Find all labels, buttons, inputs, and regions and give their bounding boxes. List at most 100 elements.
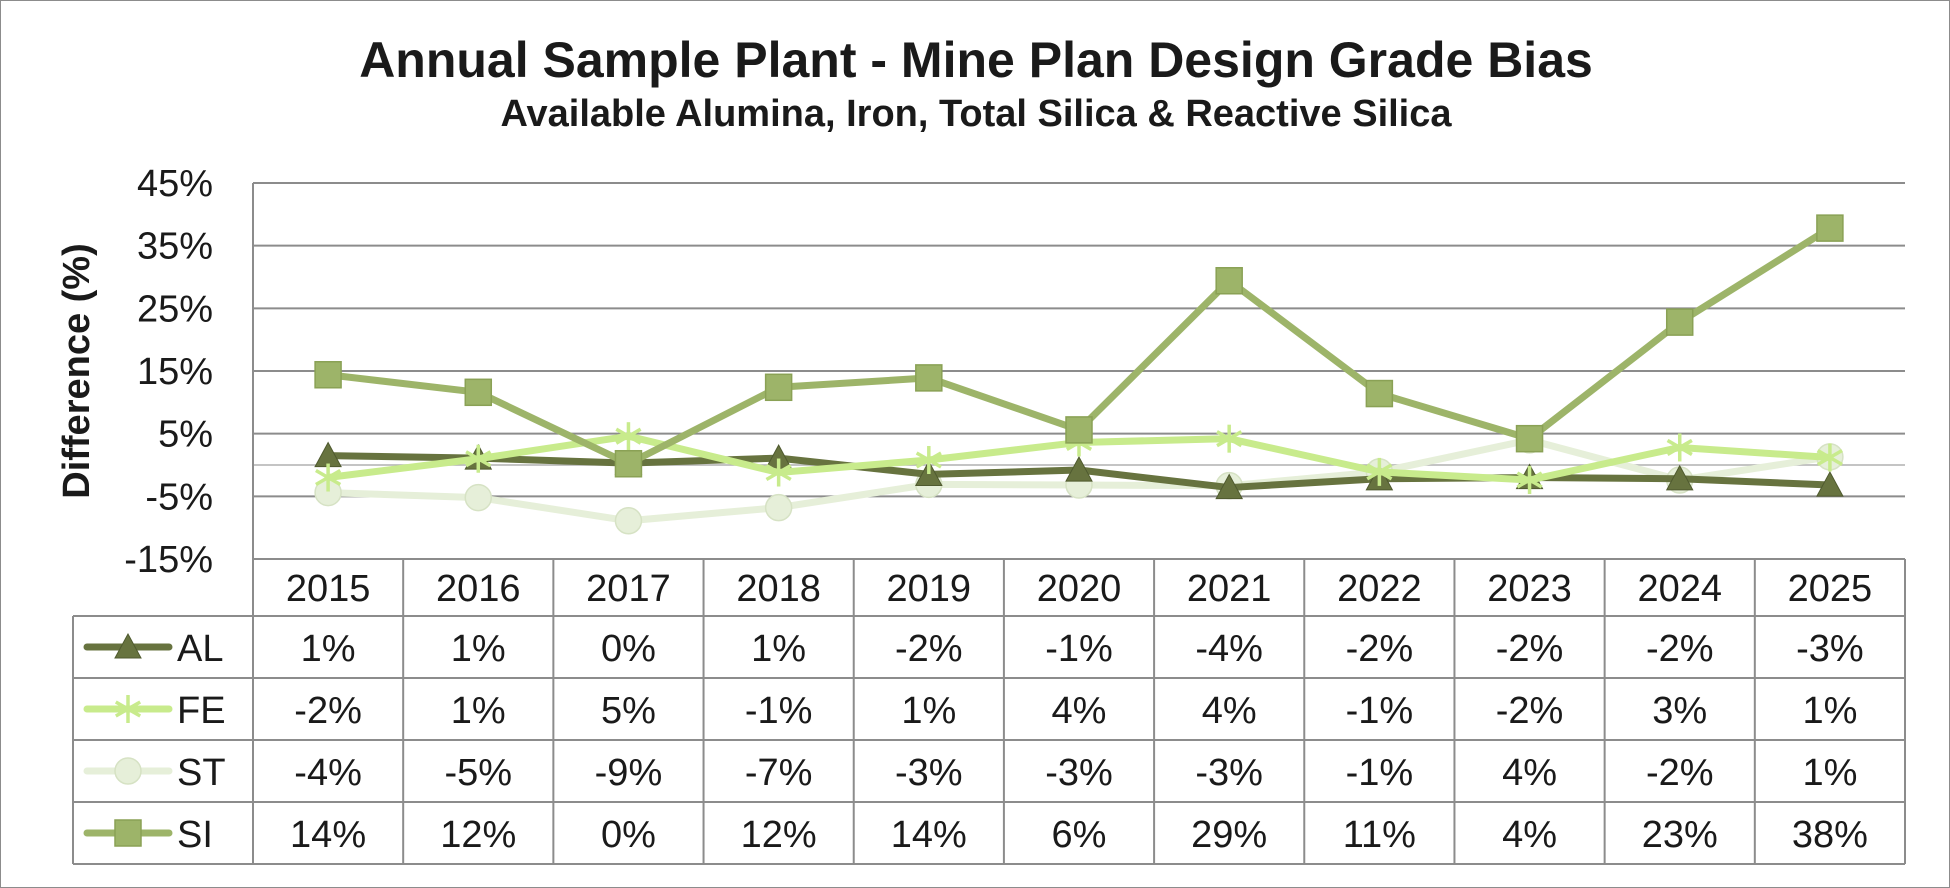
marker-stroke bbox=[915, 451, 942, 469]
data-label: -1% bbox=[1045, 628, 1113, 670]
data-point bbox=[615, 422, 642, 451]
data-label: -2% bbox=[1496, 690, 1564, 732]
data-label: -1% bbox=[1346, 752, 1414, 794]
marker-stroke bbox=[615, 427, 642, 445]
x-tick-label: 2020 bbox=[1037, 568, 1122, 610]
marker-stroke bbox=[1666, 438, 1693, 456]
data-point bbox=[1665, 308, 1694, 336]
data-point bbox=[614, 507, 643, 535]
data-point bbox=[1366, 457, 1393, 486]
marker-stroke bbox=[465, 450, 492, 468]
data-label: -3% bbox=[1796, 628, 1864, 670]
data-label: 1% bbox=[1802, 690, 1857, 732]
data-point bbox=[114, 632, 142, 659]
data-label: 5% bbox=[601, 690, 656, 732]
data-label: -2% bbox=[1496, 628, 1564, 670]
legend-label-fe: FE bbox=[177, 690, 226, 732]
data-label: 6% bbox=[1052, 814, 1107, 856]
marker-stroke bbox=[1216, 430, 1243, 448]
marker-stroke bbox=[114, 700, 142, 718]
data-point bbox=[314, 361, 342, 389]
data-label: 11% bbox=[1343, 814, 1416, 856]
legend-label-st: ST bbox=[177, 752, 226, 794]
data-point bbox=[464, 483, 493, 512]
x-tick-label: 2022 bbox=[1337, 568, 1422, 610]
data-label: -2% bbox=[1346, 628, 1414, 670]
data-point bbox=[1215, 267, 1243, 295]
x-tick-label: 2023 bbox=[1487, 568, 1572, 610]
data-point bbox=[764, 493, 793, 522]
data-point bbox=[1816, 471, 1844, 497]
data-label: 0% bbox=[601, 814, 656, 856]
x-tick-label: 2024 bbox=[1637, 568, 1722, 610]
data-label: -4% bbox=[1195, 628, 1263, 670]
data-point bbox=[465, 444, 492, 473]
data-label: 4% bbox=[1502, 752, 1557, 794]
y-tick-label: -15% bbox=[124, 539, 213, 581]
data-label: -7% bbox=[745, 752, 813, 794]
y-tick-label: 15% bbox=[137, 351, 213, 393]
data-point bbox=[614, 449, 643, 478]
chart-title: Annual Sample Plant - Mine Plan Design G… bbox=[359, 32, 1593, 88]
data-point bbox=[1215, 473, 1244, 500]
data-label: -1% bbox=[1346, 690, 1414, 732]
data-label: 4% bbox=[1502, 814, 1557, 856]
marker-stroke bbox=[315, 469, 342, 487]
data-point bbox=[1065, 416, 1093, 444]
y-tick-label: 45% bbox=[137, 163, 213, 205]
data-label: 4% bbox=[1202, 690, 1257, 732]
marker-stroke bbox=[1516, 471, 1543, 489]
x-tick-label: 2017 bbox=[586, 568, 671, 610]
y-tick-label: 25% bbox=[137, 288, 213, 330]
data-label: 4% bbox=[1052, 690, 1107, 732]
data-label: -3% bbox=[1045, 752, 1113, 794]
data-label: 1% bbox=[901, 690, 956, 732]
marker-stroke bbox=[1816, 448, 1843, 466]
data-point bbox=[1816, 214, 1844, 242]
y-tick-label: 35% bbox=[137, 226, 213, 268]
data-label: 3% bbox=[1652, 690, 1707, 732]
data-point bbox=[915, 364, 943, 392]
data-point bbox=[1065, 455, 1093, 482]
data-point bbox=[114, 819, 142, 847]
x-tick-label: 2021 bbox=[1187, 568, 1272, 610]
y-tick-label: 5% bbox=[158, 414, 213, 456]
data-point bbox=[114, 757, 142, 785]
marker-stroke bbox=[765, 464, 792, 482]
x-tick-label: 2018 bbox=[736, 568, 821, 610]
data-point bbox=[1515, 424, 1544, 453]
data-label: -4% bbox=[294, 752, 362, 794]
data-point bbox=[1666, 433, 1693, 462]
data-label: -1% bbox=[745, 690, 813, 732]
data-label: 14% bbox=[891, 814, 967, 856]
data-label: 12% bbox=[440, 814, 516, 856]
y-tick-label: -5% bbox=[145, 476, 213, 518]
data-label: 1% bbox=[451, 690, 506, 732]
x-tick-label: 2016 bbox=[436, 568, 521, 610]
data-point bbox=[1665, 464, 1694, 491]
marker-stroke bbox=[1366, 463, 1393, 481]
data-point bbox=[765, 458, 792, 487]
data-point bbox=[1816, 443, 1843, 472]
data-label: 1% bbox=[1802, 752, 1857, 794]
x-tick-label: 2015 bbox=[286, 568, 371, 610]
legend-label-si: SI bbox=[177, 814, 213, 856]
data-label: 0% bbox=[601, 628, 656, 670]
data-point bbox=[1216, 424, 1243, 453]
data-label: 1% bbox=[451, 628, 506, 670]
data-label: 1% bbox=[301, 628, 356, 670]
x-tick-label: 2025 bbox=[1788, 568, 1873, 610]
data-label: 14% bbox=[290, 814, 366, 856]
data-point bbox=[1516, 466, 1543, 495]
data-label: -3% bbox=[1195, 752, 1263, 794]
data-label: 23% bbox=[1642, 814, 1718, 856]
data-point bbox=[764, 373, 793, 402]
legend-label-al: AL bbox=[177, 628, 223, 670]
data-label: 38% bbox=[1792, 814, 1868, 856]
data-label: -2% bbox=[1646, 628, 1714, 670]
data-label: -5% bbox=[444, 752, 512, 794]
data-point bbox=[915, 445, 942, 474]
data-label: 29% bbox=[1191, 814, 1267, 856]
data-label: 1% bbox=[751, 628, 806, 670]
